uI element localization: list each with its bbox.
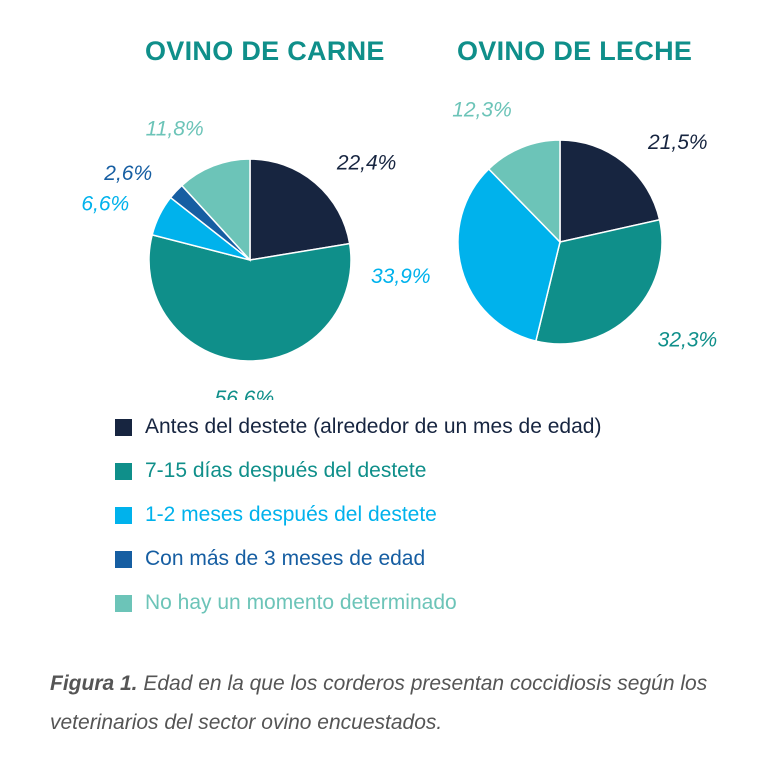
legend-item: 1-2 meses después del destete [115, 493, 601, 537]
pie-slice [457, 167, 561, 343]
legend-label: No hay un momento determinado [145, 591, 457, 614]
pie-slice [487, 139, 561, 244]
legend-swatch [115, 550, 132, 568]
legend-swatch [115, 594, 132, 612]
pie-slice-label: 32,3% [658, 328, 718, 351]
pie-slice [534, 218, 663, 345]
pie-slice [249, 158, 351, 261]
caption-prefix: Figura 1. [50, 672, 138, 695]
legend-label: Con más de 3 meses de edad [145, 547, 426, 570]
legend: Antes del destete (alrededor de un mes d… [115, 405, 601, 625]
pie-slice-label: 21,5% [647, 131, 708, 154]
legend-label: Antes del destete (alrededor de un mes d… [145, 415, 602, 438]
pie-slice [559, 139, 661, 243]
pie-chart-leche: 21,5% 32,3% 33,9% 12,3% [371, 98, 717, 351]
pie-slice-label: 33,9% [371, 265, 431, 288]
pie-slice-label: 22,4% [336, 151, 397, 174]
pie-chart-carne: 22,4% 56,6% 6,6% 2,6% 11,8% [81, 118, 396, 400]
pie-slice-label: 2,6% [103, 162, 152, 185]
legend-item: Con más de 3 meses de edad [115, 537, 601, 581]
pie-slice-label: 56,6% [215, 387, 275, 400]
pie-charts: 22,4% 56,6% 6,6% 2,6% 11,8% 21,5% 32,3% 33,9% 1… [81, 98, 717, 400]
figure-caption: Figura 1. Edad en la que los corderos pr… [50, 664, 730, 742]
chart-title-leche: OVINO DE LECHE [457, 36, 693, 66]
legend-label: 1-2 meses después del destete [145, 503, 437, 526]
legend-item: No hay un momento determinado [115, 581, 601, 625]
chart-title-carne: OVINO DE CARNE [145, 36, 385, 66]
legend-item: Antes del destete (alrededor de un mes d… [115, 405, 601, 449]
legend-swatch [115, 506, 132, 524]
pie-slice [148, 233, 352, 362]
legend-item: 7-15 días después del destete [115, 449, 601, 493]
pie-slice-label: 6,6% [81, 192, 129, 215]
legend-swatch [115, 462, 132, 480]
pie-slice [180, 158, 251, 262]
pie-slice-label: 11,8% [146, 118, 204, 141]
pie-slice-label: 12,3% [452, 98, 512, 121]
caption-text: Edad en la que los corderos presentan co… [50, 672, 708, 734]
legend-swatch [115, 418, 132, 436]
legend-label: 7-15 días después del destete [145, 459, 427, 482]
